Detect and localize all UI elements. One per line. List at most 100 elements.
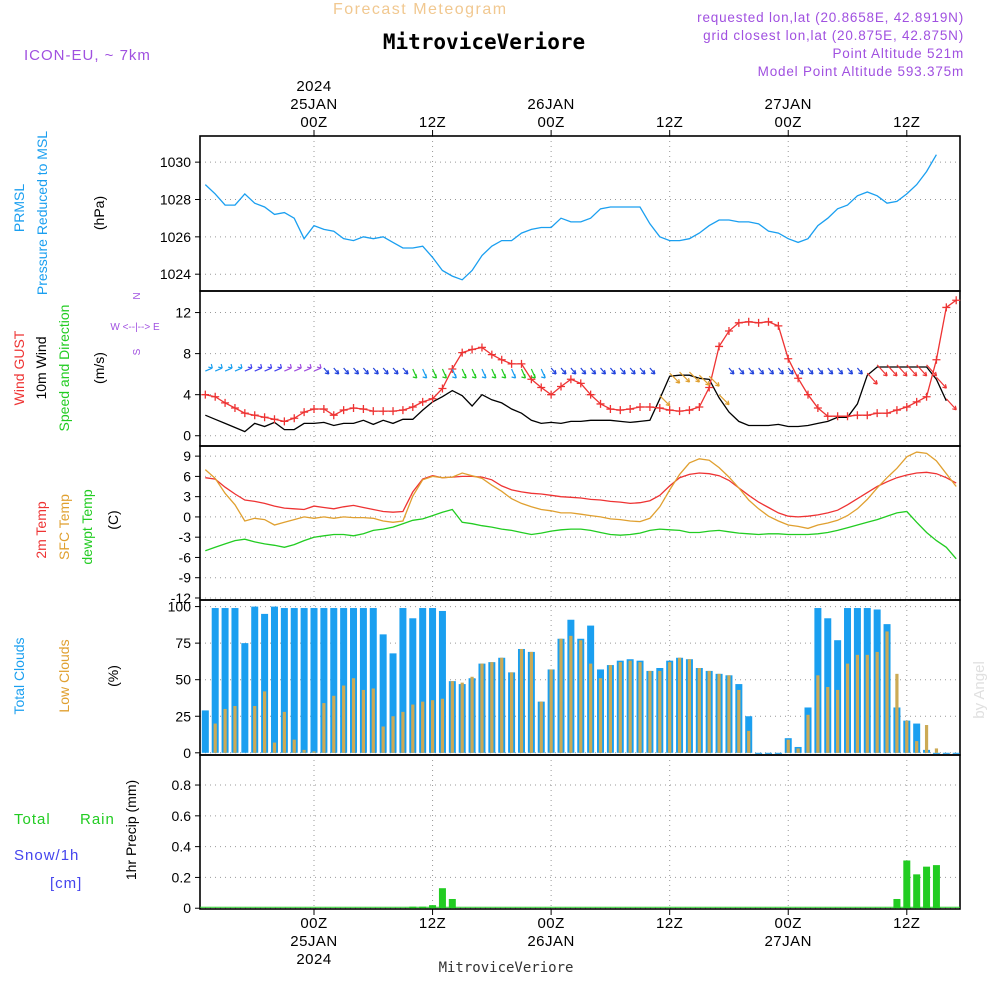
wind-arrow [807,367,814,375]
gust-marker [902,402,911,411]
temp-ytick-label: -3 [179,529,192,545]
total-cloud-bar [369,608,377,753]
low-cloud-bar [322,703,326,753]
gust-marker [270,415,279,424]
precip-bar [438,888,446,909]
wind-arrow [392,367,399,375]
wind-arrow [530,368,536,379]
clouds-ytick-label: 100 [168,599,192,615]
low-cloud-bar [727,675,731,753]
total-cloud-bar [231,608,239,753]
temp-series-2m-temp [205,471,957,518]
wind-arrow [294,363,302,372]
precip-ytick-label: 0.8 [172,777,192,793]
wind-arrow [441,368,448,379]
total-cloud-bar [389,653,397,753]
gust-marker [221,398,230,407]
total-cloud-bar [280,608,288,753]
gust-marker [398,406,407,415]
clouds-ytick-label: 0 [183,745,191,761]
wind-ytick-label: 8 [183,346,191,362]
gust-marker [290,414,299,423]
low-cloud-bar [697,667,701,753]
wind-arrow [827,367,834,375]
gust-marker [823,412,832,421]
temp-panel: -12 -9 -6 -3 0 3 6 9 [171,445,961,606]
temp-ytick-label: 9 [183,448,191,464]
temp-label-dewpt: dewpt Temp [79,489,95,564]
top-time-axis-label: 12Z [656,114,683,131]
top-time-axis-label: 00Z [300,114,327,131]
total-cloud-bar [201,710,209,753]
low-cloud-bar [677,657,682,753]
wind-arrow [669,372,681,384]
wind-arrow [382,367,389,375]
gust-marker [606,405,615,414]
compass-west-east: W <--|--> E [110,322,160,333]
low-cloud-bar [223,708,227,753]
bottom-time-axis-label: 12Z [893,915,920,932]
gust-marker [636,402,645,411]
precip-label-rain: Rain [80,811,115,828]
wind-arrow [372,367,379,375]
low-cloud-bar [342,685,346,753]
low-cloud-bar [529,651,533,753]
wind-series-wind-gust [205,299,957,423]
low-cloud-bar [628,660,632,753]
low-cloud-bar [539,701,543,753]
point-altitude: Point Altitude 521m [832,46,964,61]
wind-arrow [738,367,745,375]
gust-marker [892,406,901,415]
total-cloud-bar [399,608,407,753]
clouds-ytick-label: 50 [175,672,191,688]
gust-marker [754,318,763,327]
temp-ytick-label: -9 [179,570,192,586]
low-cloud-bar [470,676,474,753]
wind-arrow [926,364,938,377]
clouds-label-unit: (%) [105,665,121,687]
low-cloud-bar [381,726,385,753]
gust-marker [794,374,803,383]
precip-label-unit: 1hr Precip (mm) [123,780,139,880]
wind-ytick-label: 0 [183,428,191,444]
top-time-axis-label: 2024 [296,78,331,95]
wind-arrow [412,368,418,379]
bottom-time-axis-label: 27JAN [764,933,812,950]
total-cloud-bar [261,613,269,753]
temp-label-unit: (C) [105,510,121,529]
gust-marker [833,412,842,421]
wind-arrow [254,363,263,372]
gust-marker [804,390,812,399]
low-cloud-bar [747,730,751,753]
low-cloud-bar [282,711,286,753]
precip-frame [199,754,961,910]
wind-arrow [718,394,730,406]
wind-ytick-label: 12 [175,305,191,321]
wind-arrow [698,374,710,386]
low-cloud-bar [658,670,662,753]
low-cloud-bar [806,714,810,753]
gust-marker [438,384,447,393]
total-cloud-bar [438,610,446,753]
gust-marker [566,375,575,384]
wind-arrow [876,364,888,377]
wind-arrow [540,368,546,379]
wind-arrow [284,363,292,372]
low-cloud-bar [924,725,929,753]
low-cloud-bar [312,751,316,753]
wind-arrow [244,363,253,372]
total-cloud-bar [251,606,259,753]
gust-marker [408,402,417,411]
temp-ytick-label: 0 [183,509,191,525]
bottom-time-axis-label: 26JAN [527,933,575,950]
wind-arrow [402,367,409,375]
total-cloud-bar [952,752,960,754]
top-time-axis-label: 12Z [419,114,446,131]
wind-arrow [906,364,918,377]
wind-arrow [945,398,957,411]
wind-arrow [768,367,775,375]
total-cloud-bar [824,618,832,753]
wind-arrow [886,364,898,377]
gust-marker [448,365,457,374]
